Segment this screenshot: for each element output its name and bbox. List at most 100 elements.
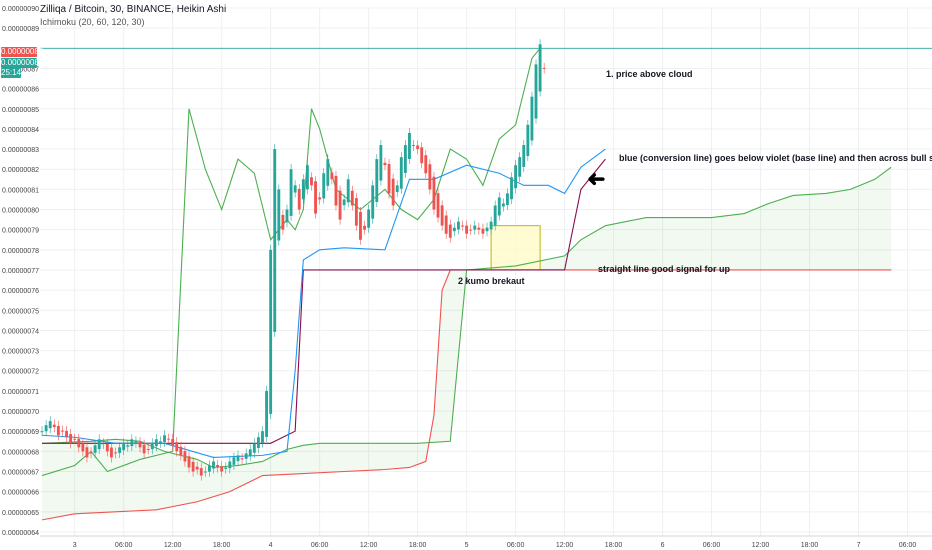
candle-body (252, 443, 256, 453)
candle-body (44, 425, 48, 432)
candle-body (334, 175, 338, 206)
candle-body (142, 444, 146, 454)
candle-body (363, 225, 366, 230)
candle-body (399, 157, 403, 189)
candle-body (163, 435, 166, 443)
x-tick-label: 06:00 (311, 542, 329, 549)
candle-body (367, 209, 371, 228)
x-tick-label: 12:00 (556, 542, 574, 549)
x-tick-label: 3 (73, 542, 77, 549)
candle-body (65, 430, 68, 438)
candle-body (322, 173, 326, 199)
candle-body (183, 451, 187, 462)
candle-body (248, 449, 252, 457)
candle-body (114, 452, 117, 454)
candle-body (101, 443, 105, 445)
candle-body (424, 155, 428, 174)
y-tick-label: 0.00000084 (2, 127, 39, 134)
candle-body (383, 162, 387, 166)
x-tick-label: 12:00 (360, 542, 378, 549)
candle-body (281, 214, 285, 230)
annotation-straight-line: straight line good signal for up (598, 264, 730, 274)
x-tick-label: 5 (465, 542, 469, 549)
x-tick-label: 06:00 (703, 542, 721, 549)
candle-body (228, 461, 232, 469)
candle-body (232, 457, 236, 465)
candle-body (191, 461, 195, 472)
candle-body (457, 221, 460, 230)
candle-body (138, 441, 142, 448)
arrow-left-icon: ➜ (587, 166, 606, 191)
breakout-highlight (490, 225, 541, 271)
x-tick-label: 12:00 (164, 542, 182, 549)
candle-body (122, 443, 126, 451)
x-tick-label: 18:00 (409, 542, 427, 549)
y-tick-label: 0.00000080 (2, 208, 39, 215)
candle-body (379, 145, 383, 181)
candle-body (510, 177, 513, 200)
candle-body (297, 188, 301, 210)
candle-body (522, 145, 526, 167)
candle-body (501, 203, 505, 207)
candle-body (387, 163, 391, 194)
candle-body (130, 439, 134, 447)
candle-body (273, 149, 277, 332)
candle-body (314, 181, 317, 214)
candle-body (269, 249, 273, 414)
x-tick-label: 06:00 (899, 542, 917, 549)
candle-body (493, 205, 497, 226)
candle-body (485, 227, 489, 232)
candle-body (354, 198, 358, 226)
y-tick-label: 0.00000067 (2, 470, 39, 477)
candle-body (261, 431, 264, 443)
x-tick-label: 18:00 (605, 542, 623, 549)
candle-body (452, 227, 456, 232)
candle-body (465, 225, 469, 234)
y-tick-label: 0.00000072 (2, 369, 39, 376)
x-tick-label: 18:00 (213, 542, 231, 549)
y-tick-label: 0.00000075 (2, 308, 39, 315)
candle-body (469, 229, 473, 231)
candle-body (150, 443, 154, 450)
candle-body (526, 124, 530, 156)
candle-body (481, 228, 485, 234)
candle-body (318, 197, 322, 200)
candle-body (514, 165, 518, 189)
candle-body (534, 64, 538, 119)
candle-body (154, 439, 158, 447)
candle-body (187, 456, 191, 468)
candle-body (448, 224, 452, 238)
y-tick-label: 0.00000074 (2, 328, 39, 335)
candle-body (416, 145, 420, 150)
candle-body (289, 169, 293, 216)
candle-body (301, 179, 305, 200)
candle-body (207, 465, 211, 472)
candle-body (412, 145, 415, 147)
y-tick-label: 0.00000079 (2, 228, 39, 235)
y-tick-label: 0.00000066 (2, 490, 39, 497)
candle-body (244, 453, 248, 459)
candle-body (506, 193, 509, 205)
base-line (42, 158, 606, 444)
candle-body (428, 164, 432, 190)
candle-body (134, 441, 138, 443)
x-axis: 3 06:00 12:00 18:00 4 06:00 12:00 18:00 5 06:00 12… (40, 535, 932, 549)
x-tick-label: 06:00 (115, 542, 133, 549)
candle-body (326, 159, 330, 186)
candle-body (265, 390, 269, 437)
candle-body (420, 147, 424, 164)
candle-body (52, 424, 56, 428)
candle-body (461, 225, 464, 227)
candle-body (48, 421, 52, 429)
price-tag-high: 0.00000088 (1, 47, 44, 57)
candle-body (542, 67, 546, 69)
candle-body (489, 221, 493, 230)
candle-body (436, 193, 440, 218)
candle-body (167, 438, 171, 440)
candle-body (199, 468, 203, 476)
y-tick-label: 0.00000064 (2, 530, 39, 537)
candle-body (395, 185, 399, 193)
annotation-price-above-cloud: 1. price above cloud (606, 69, 693, 79)
x-tick-label: 4 (269, 542, 273, 549)
